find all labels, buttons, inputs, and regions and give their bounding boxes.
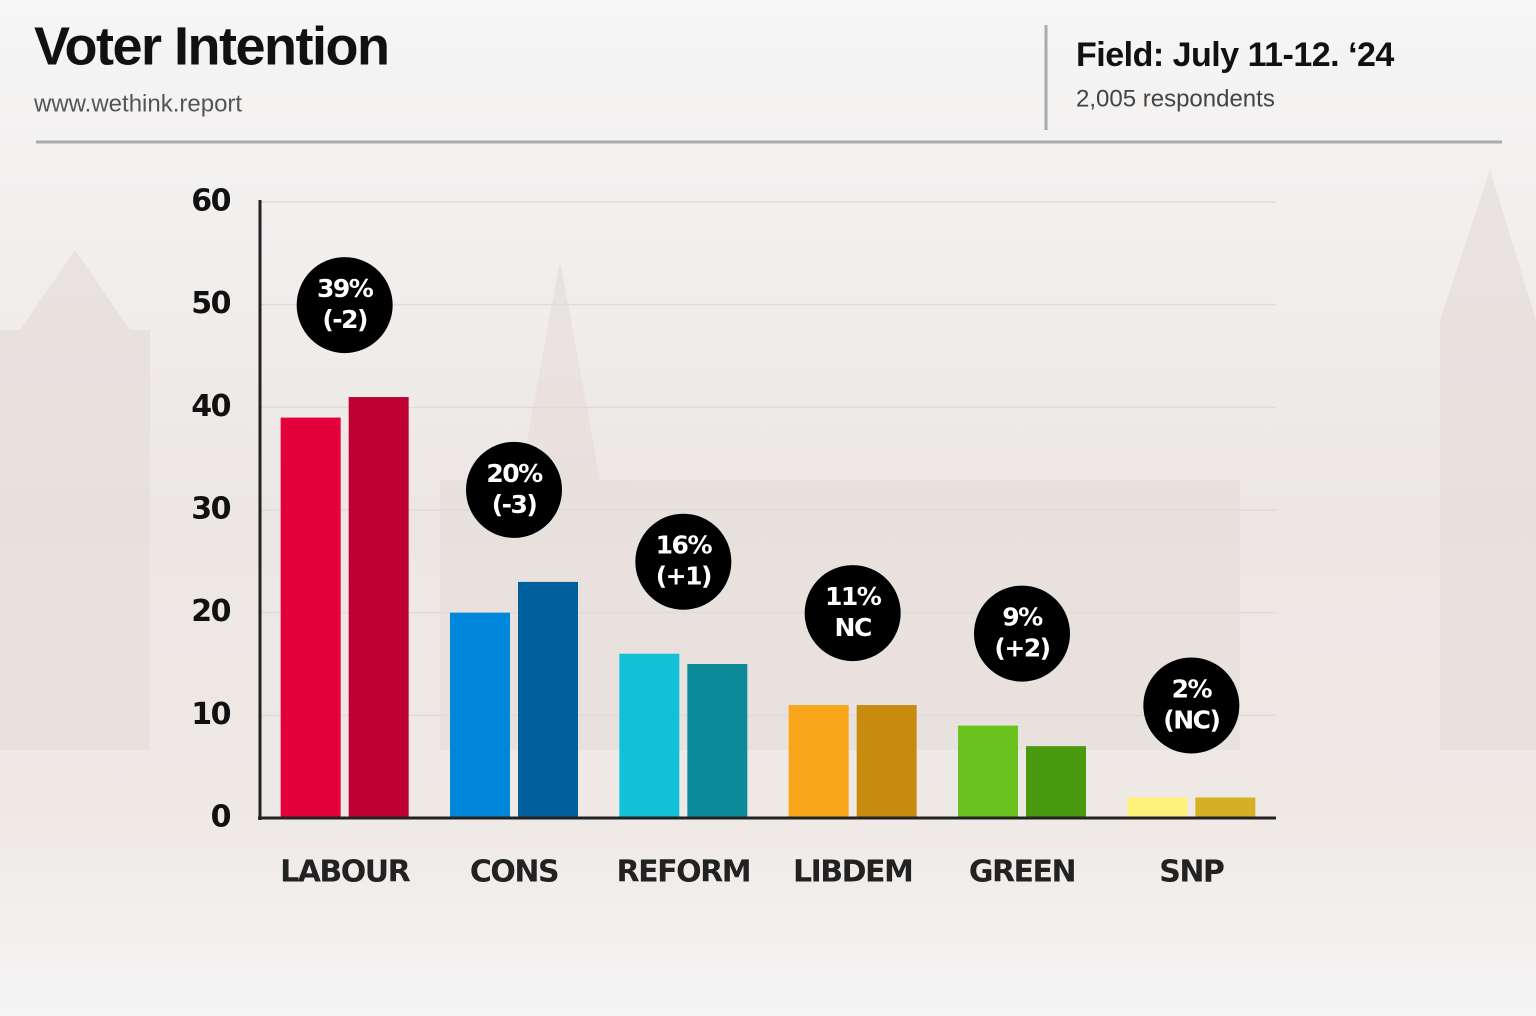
x-tick-label: REFORM (617, 855, 751, 890)
y-tick-label: 0 (211, 800, 231, 835)
title: Voter Intention (34, 16, 388, 76)
value-label: 2% (1172, 674, 1213, 703)
bar (856, 705, 917, 818)
y-tick-label: 60 (191, 184, 230, 219)
bar (1127, 797, 1188, 818)
y-tick-label: 40 (191, 389, 230, 424)
bar (687, 664, 748, 818)
change-label: (+2) (994, 634, 1049, 663)
label-bubble (296, 257, 393, 354)
bar (518, 581, 578, 818)
respondents: 2,005 respondents (1076, 85, 1275, 112)
label-bubble (466, 441, 562, 538)
x-tick-label: GREEN (969, 855, 1075, 890)
x-tick-label: SNP (1159, 855, 1224, 890)
label-bubble (974, 585, 1070, 682)
x-tick-label: LABOUR (280, 855, 411, 890)
bar (788, 705, 849, 818)
value-label: 39% (317, 274, 374, 303)
bar (1195, 797, 1256, 818)
x-tick-label: LIBDEM (793, 855, 912, 890)
y-tick-label: 30 (191, 492, 230, 527)
label-bubble (635, 513, 732, 610)
label-bubble (1143, 657, 1240, 754)
y-tick-label: 20 (191, 594, 230, 629)
bar (280, 417, 341, 818)
bar (958, 725, 1018, 818)
x-tick-label: CONS (470, 855, 558, 890)
subtitle: www.wethink.report (33, 90, 242, 117)
change-label: (NC) (1163, 705, 1219, 734)
change-label: NC (835, 613, 871, 642)
change-label: (-2) (322, 305, 367, 334)
change-label: (+1) (656, 562, 711, 591)
value-label: 16% (656, 531, 713, 560)
bar (1026, 746, 1086, 818)
bar (450, 612, 510, 818)
y-tick-label: 10 (191, 697, 230, 732)
bar (348, 397, 409, 818)
change-label: (-3) (492, 490, 537, 519)
value-label: 9% (1002, 603, 1043, 632)
value-label: 20% (486, 459, 543, 488)
value-label: 11% (825, 582, 882, 611)
bar (619, 653, 680, 818)
y-tick-label: 50 (191, 286, 230, 321)
label-bubble (804, 565, 901, 662)
field-dates: Field: July 11-12. ‘24 (1076, 36, 1394, 74)
